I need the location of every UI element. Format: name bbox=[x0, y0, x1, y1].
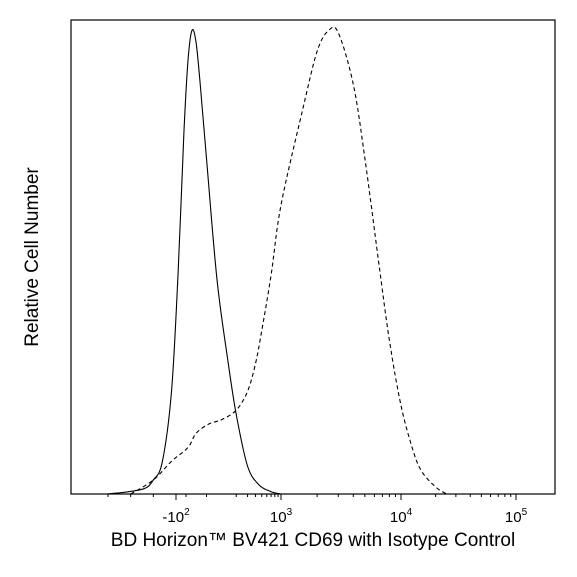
plot-frame bbox=[70, 19, 556, 495]
x-tick-label-base: 10 bbox=[390, 509, 407, 526]
x-tick-label: -102 bbox=[162, 507, 190, 526]
y-axis-label: Relative Cell Number bbox=[22, 167, 43, 347]
x-axis-ticks: -102 103 104 105 bbox=[107, 494, 528, 526]
cd69-histogram-line bbox=[130, 26, 448, 495]
x-tick-label-exponent: 3 bbox=[287, 507, 293, 518]
x-tick-label-exponent: 2 bbox=[184, 507, 190, 518]
plot-area bbox=[107, 26, 448, 495]
x-tick-label-exponent: 5 bbox=[522, 507, 528, 518]
x-tick-label-base: 10 bbox=[505, 509, 522, 526]
x-tick-label: 105 bbox=[505, 507, 528, 526]
x-axis-label: BD Horizon™ BV421 CD69 with Isotype Cont… bbox=[111, 530, 515, 551]
x-tick-label: 104 bbox=[390, 507, 413, 526]
x-tick-label-base: -10 bbox=[162, 509, 184, 526]
x-tick-label-exponent: 4 bbox=[407, 507, 413, 518]
isotype-control-histogram-line bbox=[107, 28, 282, 495]
x-tick-label: 103 bbox=[270, 507, 293, 526]
x-tick-label-base: 10 bbox=[270, 509, 287, 526]
